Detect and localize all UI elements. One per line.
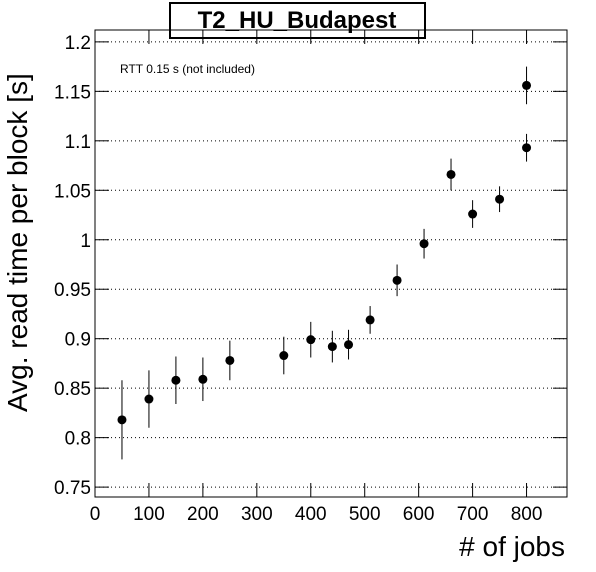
y-tick-label: 0.9 [65,330,91,351]
data-point [198,374,208,384]
y-tick-label: 0.8 [65,429,91,450]
x-axis-label: # of jobs [459,531,565,562]
data-point [392,275,402,285]
y-tick-label: 0.75 [54,478,91,499]
plot-frame [94,29,568,498]
annotation: RTT 0.15 s (not included) [120,62,255,76]
data-point [306,335,316,345]
y-tick-label: 1.1 [65,132,91,153]
x-tick-label: 800 [511,504,543,525]
x-tick-label: 700 [457,504,489,525]
y-tick-label: 1.2 [65,33,91,54]
y-tick-label: 1.15 [54,82,91,103]
data-point [495,194,505,204]
y-axis-label: Avg. read time per block [s] [2,73,33,412]
y-tick-label: 0.85 [54,379,91,400]
y-tick-label: 1.05 [54,181,91,202]
x-tick-label: 600 [403,504,435,525]
x-tick-label: 0 [90,504,101,525]
data-point [171,375,181,385]
data-point [522,80,532,90]
data-point [327,342,337,352]
data-point [522,143,532,153]
data-point [117,415,127,425]
data-point [344,340,354,350]
x-tick-label: 300 [241,504,273,525]
data-point [419,239,429,249]
data-point [225,355,235,365]
x-tick-label: 200 [187,504,219,525]
data-point [468,209,478,219]
x-tick-label: 400 [295,504,327,525]
y-tick-label: 1 [80,231,91,252]
title-box [169,2,426,39]
y-tick-label: 0.95 [54,280,91,301]
data-point [365,315,375,325]
data-point [279,351,289,361]
data-point [446,169,456,179]
data-point [144,394,154,404]
x-tick-label: 100 [133,504,165,525]
x-tick-label: 500 [349,504,381,525]
